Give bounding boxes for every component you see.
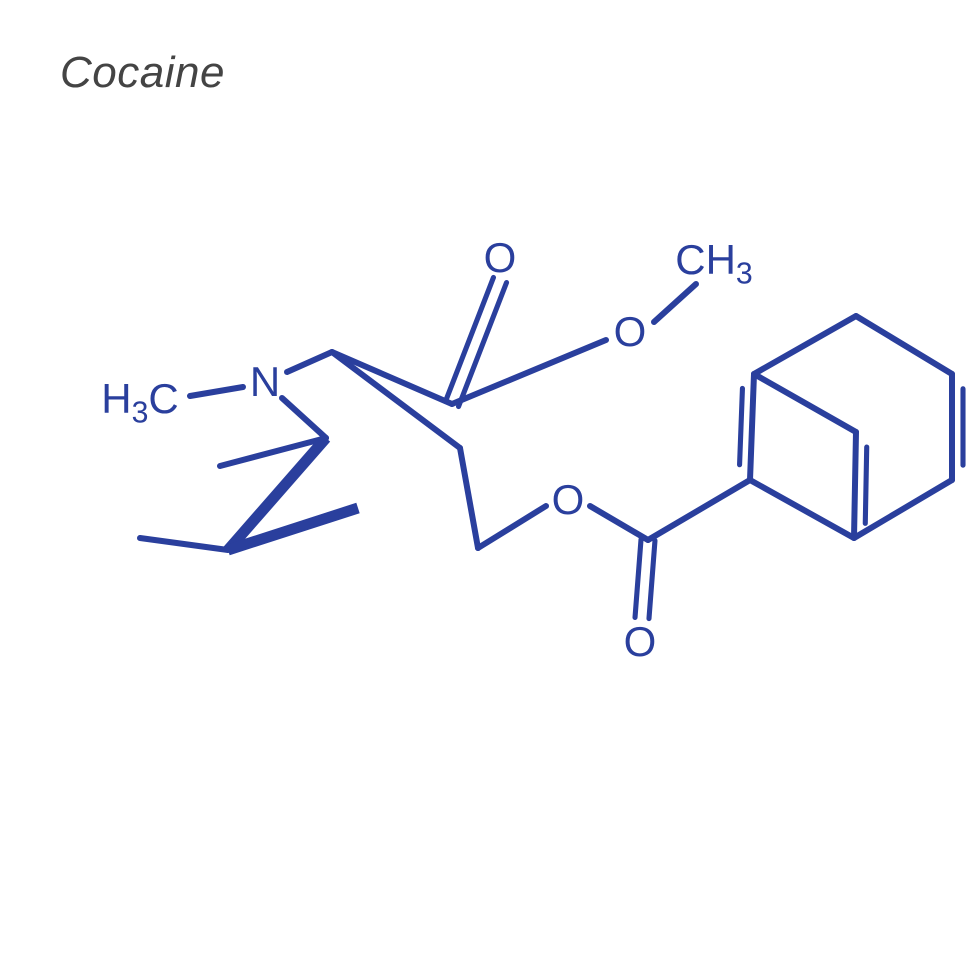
atom-N: N xyxy=(250,358,280,406)
molecule-container: Cocaine NH3COOCH3OO xyxy=(0,0,980,980)
atom-O_me: O xyxy=(614,308,647,356)
atom-H3Ca: H3C xyxy=(101,375,179,423)
atom-CH3: CH3 xyxy=(675,236,753,284)
atom-O_est: O xyxy=(552,476,585,524)
molecule-diagram xyxy=(0,0,980,980)
atom-O_db1: O xyxy=(484,234,517,282)
atom-O_db2: O xyxy=(624,618,657,666)
